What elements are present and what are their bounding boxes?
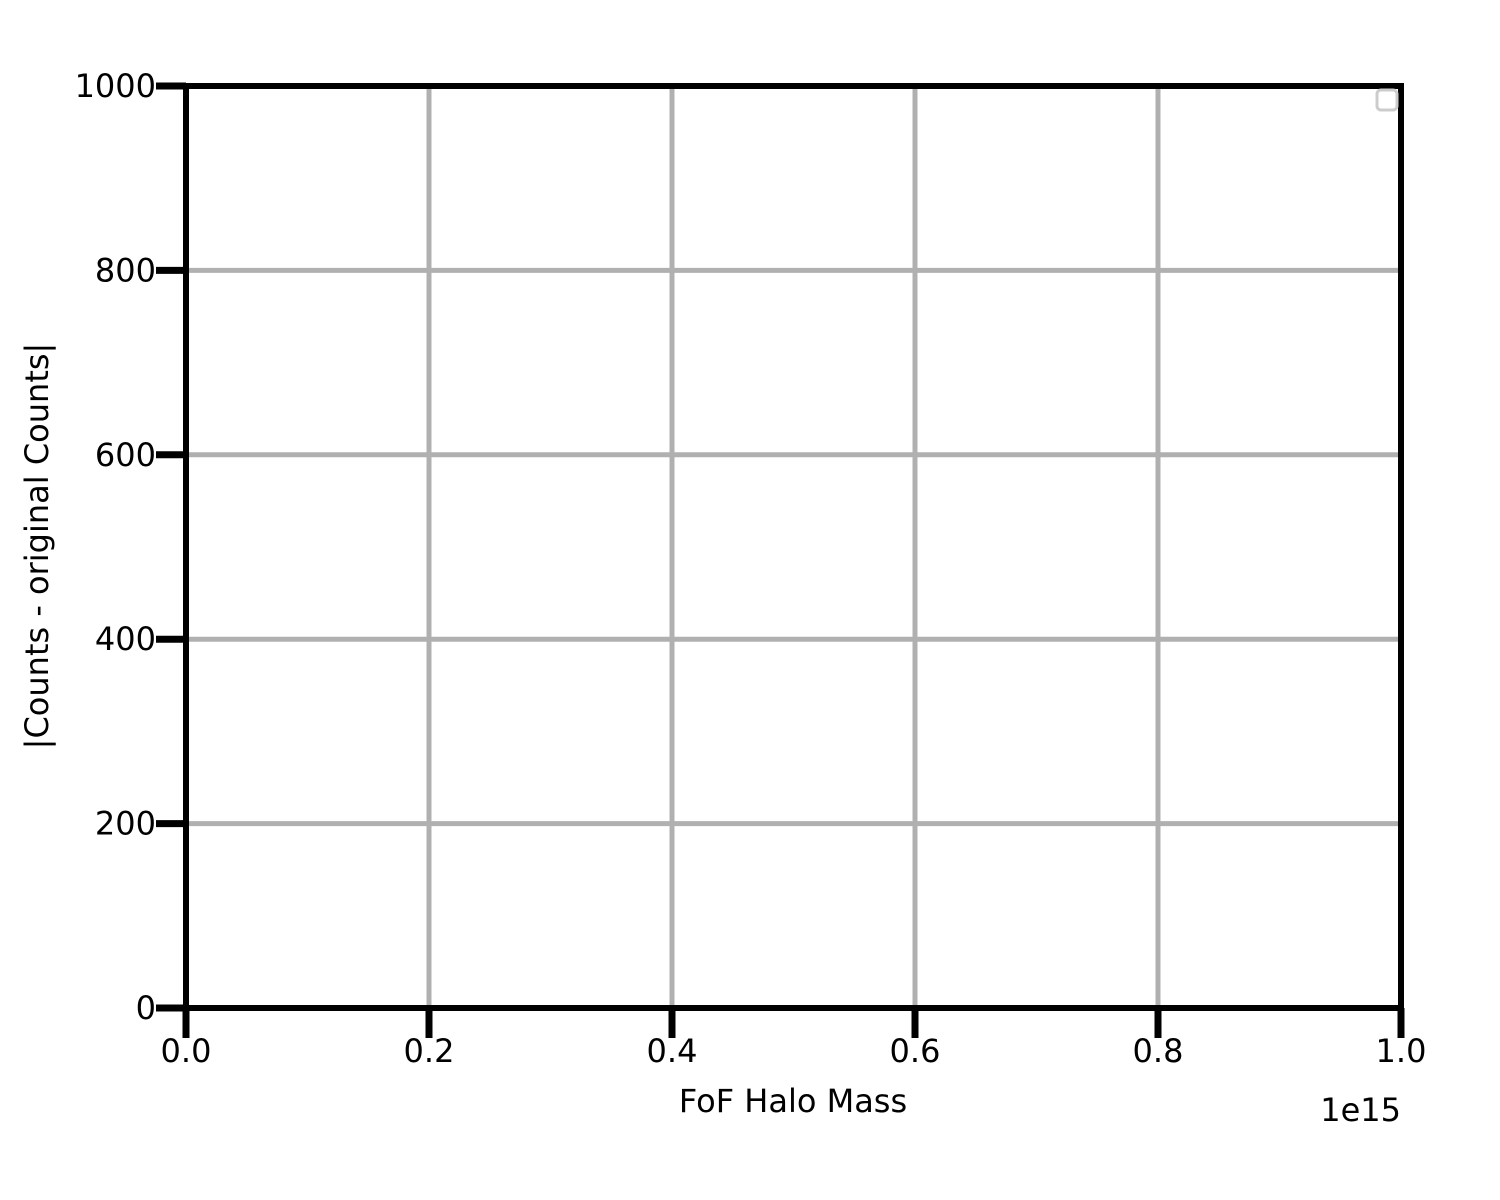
plot-frame (183, 83, 1404, 1011)
ticks: 0.0 0.2 0.4 0.6 0.8 1.0 0 200 400 600 800 1000 (75, 67, 1427, 1070)
x-tick-label: 0.8 (1133, 1032, 1184, 1070)
x-tick-label: 0.0 (161, 1032, 212, 1070)
x-tick-label: 0.4 (647, 1032, 698, 1070)
legend-box (1375, 88, 1399, 112)
x-axis-offset-label: 1e15 (1320, 1091, 1401, 1129)
y-tick-label: 400 (95, 620, 156, 658)
y-tick-label: 200 (95, 805, 156, 843)
grid (183, 83, 1404, 1011)
y-tick-label: 1000 (75, 67, 156, 105)
x-tick-label: 0.2 (404, 1032, 455, 1070)
x-axis-label: FoF Halo Mass (679, 1082, 907, 1120)
y-tick-label: 0 (136, 989, 156, 1027)
x-tick-label: 0.6 (890, 1032, 941, 1070)
y-tick-label: 600 (95, 436, 156, 474)
axes (183, 83, 1404, 1011)
y-axis-label: |Counts - original Counts| (18, 343, 56, 750)
y-tick-label: 800 (95, 251, 156, 289)
x-tick-label: 1.0 (1376, 1032, 1427, 1070)
